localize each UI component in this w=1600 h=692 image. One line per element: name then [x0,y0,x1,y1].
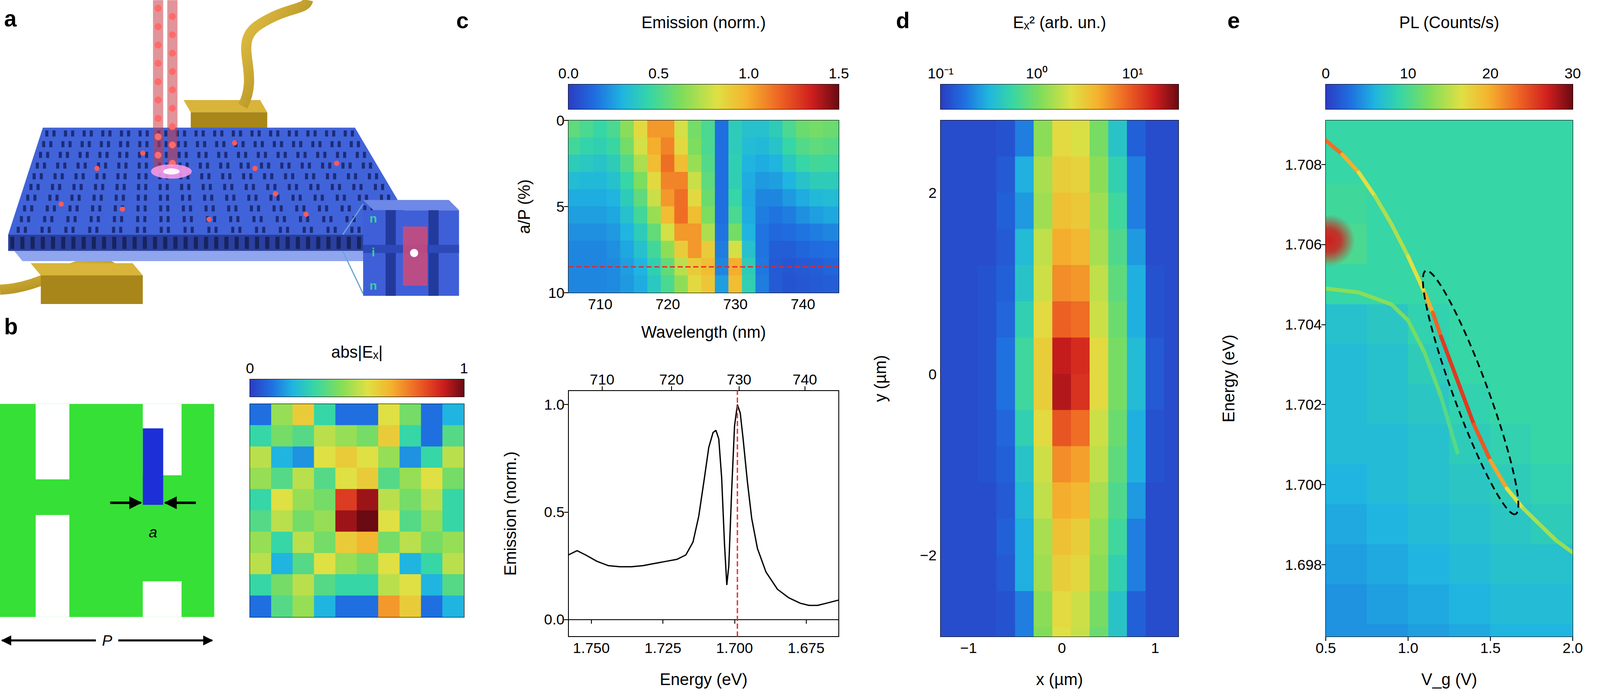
svg-text:0: 0 [1321,64,1331,82]
svg-text:b: b [3,314,18,340]
svg-text:10⁰: 10⁰ [1025,64,1048,82]
svg-text:10: 10 [1399,64,1417,82]
svg-text:d: d [895,7,910,33]
svg-text:a: a [3,6,17,32]
svg-text:0: 0 [928,366,937,383]
svg-text:1.5: 1.5 [1479,639,1501,657]
svg-text:720: 720 [655,295,681,313]
svg-text:0: 0 [556,112,565,129]
svg-text:1.706: 1.706 [1285,236,1322,253]
svg-text:10¹: 10¹ [1122,64,1144,82]
svg-text:Energy (eV): Energy (eV) [1219,334,1238,423]
svg-text:1.725: 1.725 [644,639,682,657]
svg-text:y (µm): y (µm) [871,355,890,403]
svg-text:Wavelength (nm): Wavelength (nm) [641,323,766,342]
svg-text:1.708: 1.708 [1285,156,1322,173]
svg-text:1.675: 1.675 [787,639,825,657]
svg-text:5: 5 [556,198,565,215]
svg-text:1.750: 1.750 [572,639,610,657]
svg-text:1: 1 [460,360,469,377]
svg-text:Emission (norm.): Emission (norm.) [641,13,766,32]
svg-text:e: e [1227,7,1240,33]
svg-text:1.700: 1.700 [716,639,753,657]
svg-text:740: 740 [792,371,818,388]
svg-text:c: c [456,7,469,33]
svg-text:0.5: 0.5 [648,64,669,82]
svg-text:a: a [148,523,158,541]
svg-text:20: 20 [1482,64,1499,82]
svg-text:1.700: 1.700 [1285,476,1322,494]
svg-text:10⁻¹: 10⁻¹ [927,64,954,82]
svg-text:a/P (%): a/P (%) [515,179,534,234]
svg-text:−2: −2 [919,547,937,564]
svg-text:0.5: 0.5 [1315,639,1336,657]
svg-text:abs|Eₓ|: abs|Eₓ| [331,343,383,362]
svg-text:n: n [369,278,377,293]
svg-text:0: 0 [246,360,255,377]
svg-text:n: n [369,211,377,226]
svg-text:1.704: 1.704 [1285,316,1322,333]
svg-text:1.0: 1.0 [544,396,565,413]
svg-text:V_g (V): V_g (V) [1421,670,1478,689]
svg-text:0.5: 0.5 [544,503,565,521]
svg-text:Emission (norm.): Emission (norm.) [501,451,520,576]
svg-text:1.702: 1.702 [1285,396,1322,413]
svg-text:1.698: 1.698 [1285,556,1322,574]
svg-text:1.5: 1.5 [828,64,849,82]
svg-text:710: 710 [587,295,613,313]
svg-text:710: 710 [589,371,615,388]
svg-text:Energy (eV): Energy (eV) [659,670,748,689]
svg-text:10: 10 [548,284,565,302]
svg-text:0.0: 0.0 [544,611,565,628]
svg-text:730: 730 [726,371,752,388]
svg-text:1: 1 [1151,639,1160,657]
svg-text:−1: −1 [960,639,977,657]
svg-text:30: 30 [1564,64,1581,82]
svg-text:2.0: 2.0 [1562,639,1583,657]
svg-text:720: 720 [659,371,685,388]
svg-text:PL (Counts/s): PL (Counts/s) [1399,13,1500,32]
svg-text:0.0: 0.0 [558,64,579,82]
svg-text:i: i [371,245,376,260]
svg-text:0: 0 [1057,639,1066,657]
svg-text:730: 730 [723,295,748,313]
svg-text:740: 740 [790,295,816,313]
svg-text:2: 2 [928,184,937,202]
svg-text:1.0: 1.0 [738,64,759,82]
svg-text:Eₓ² (arb. un.): Eₓ² (arb. un.) [1012,13,1107,32]
svg-text:1.0: 1.0 [1397,639,1419,657]
svg-text:P: P [101,632,113,650]
svg-text:x (µm): x (µm) [1035,670,1083,689]
